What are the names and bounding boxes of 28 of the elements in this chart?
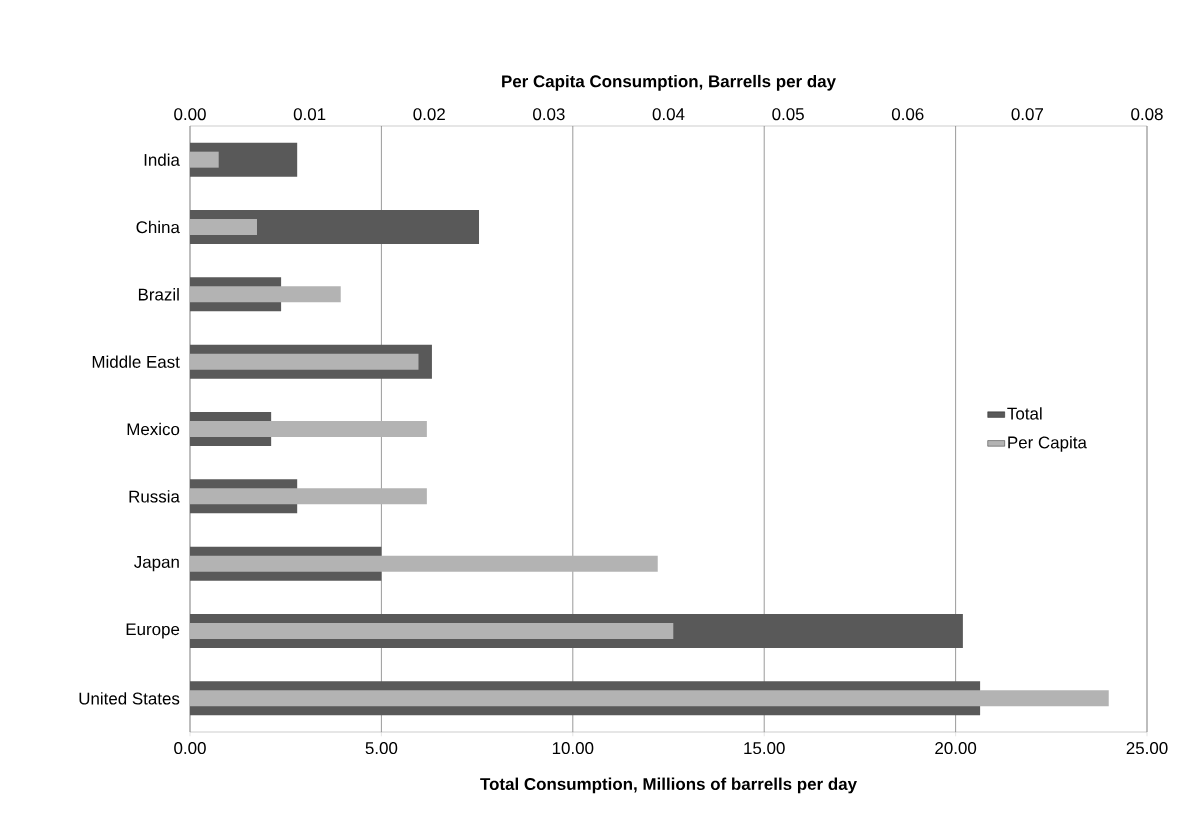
x2-axis-title: Per Capita Consumption, Barrells per day xyxy=(502,74,836,91)
x-tick-label: 0.00 xyxy=(174,742,206,755)
x2-tick-label: 0.07 xyxy=(1011,108,1044,121)
x2-tick-label: 0.06 xyxy=(891,108,924,121)
x2-tick-label: 0.01 xyxy=(293,108,326,121)
x-tick-label: 25.00 xyxy=(1126,742,1168,755)
y-tick-label: Mexico xyxy=(127,422,180,436)
x-axis-title: Total Consumption, Millions of barrells per day xyxy=(480,777,857,794)
x-tick-label: 15.00 xyxy=(744,742,785,755)
y-tick-label: China xyxy=(136,220,180,234)
y-tick-label: Japan xyxy=(134,556,179,572)
y-tick-label: India xyxy=(144,153,180,166)
x2-tick-label: 0.05 xyxy=(772,108,804,121)
legend-label: Per Capita xyxy=(1008,436,1087,452)
x-tick-label: 20.00 xyxy=(935,742,977,755)
x-tick-label: 10.00 xyxy=(552,742,594,755)
y-tick-label: Russia xyxy=(129,490,180,503)
y-tick-label: Europe xyxy=(126,623,180,639)
x2-tick-label: 0.00 xyxy=(174,108,206,121)
x2-tick-label: 0.02 xyxy=(413,108,445,121)
x2-tick-label: 0.03 xyxy=(533,108,565,121)
x2-tick-label: 0.04 xyxy=(652,108,685,121)
y-tick-label: United States xyxy=(79,692,180,705)
x2-tick-label: 0.08 xyxy=(1131,108,1163,121)
legend-label: Total xyxy=(1007,407,1042,420)
y-tick-label: Middle East xyxy=(92,355,180,368)
x-tick-label: 5.00 xyxy=(365,742,398,755)
y-tick-label: Brazil xyxy=(138,288,179,301)
